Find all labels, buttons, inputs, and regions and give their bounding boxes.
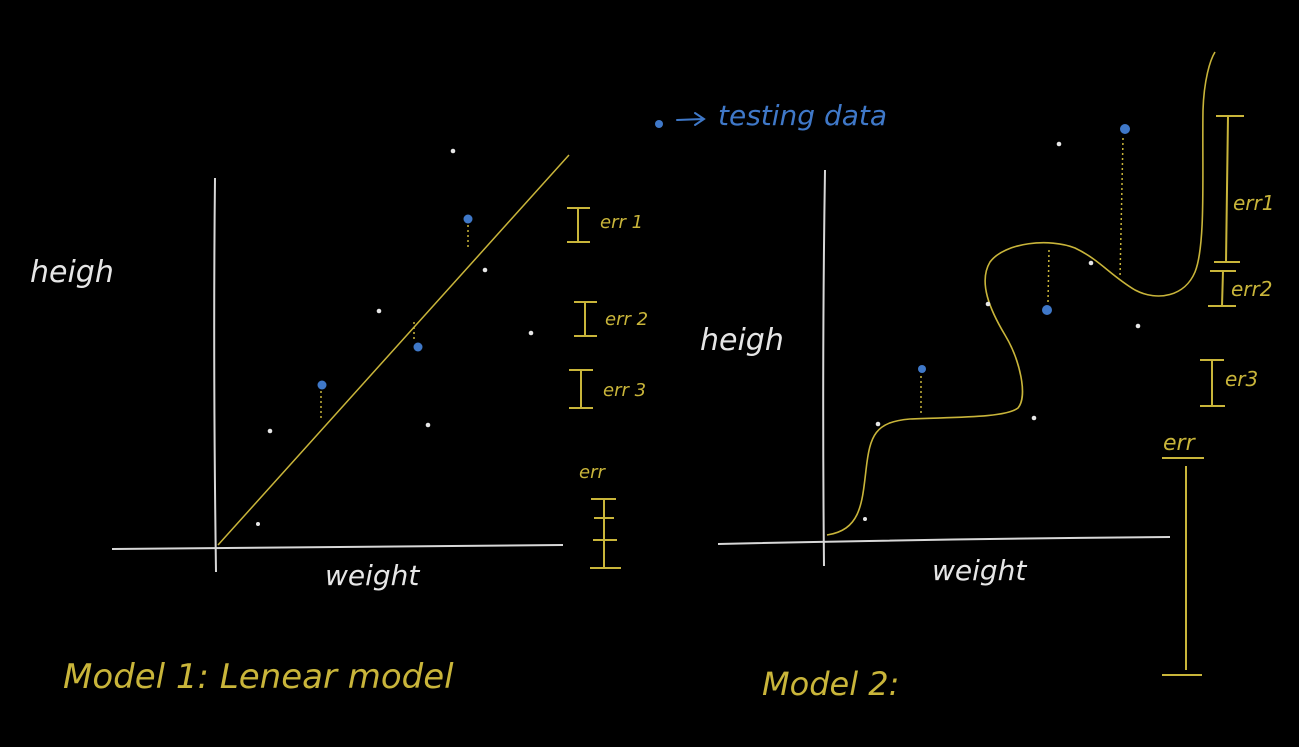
training-point	[875, 421, 881, 427]
training-point	[425, 422, 431, 428]
training-point	[256, 522, 260, 526]
error-bar-2	[1208, 270, 1236, 307]
residual-line	[1119, 137, 1124, 279]
training-point	[528, 330, 534, 336]
left-panel: heigh weight err 1	[30, 148, 648, 697]
testing-point	[918, 365, 926, 373]
right-testing-points	[918, 124, 1130, 413]
right-error-label-2: err2	[1231, 277, 1272, 301]
error-bar-1	[1214, 115, 1244, 263]
left-total-error-bar	[590, 498, 621, 569]
right-x-axis-label: weight	[932, 554, 1027, 587]
training-point	[863, 517, 867, 521]
right-training-points	[863, 141, 1141, 521]
training-point	[376, 308, 382, 314]
training-point	[450, 148, 456, 154]
right-total-error-label: err	[1163, 431, 1197, 456]
right-error-bars	[1200, 115, 1244, 407]
right-total-error-bar	[1162, 457, 1204, 676]
overfit-model-curve	[826, 51, 1216, 536]
left-y-axis-label: heigh	[30, 255, 114, 290]
left-error-label-3: err 3	[603, 380, 646, 401]
training-point	[267, 428, 273, 434]
error-bar-3	[569, 369, 593, 409]
training-point	[1135, 323, 1141, 329]
right-x-axis	[717, 536, 1171, 545]
linear-model-line	[217, 154, 570, 546]
testing-point	[1120, 124, 1130, 134]
left-error-label-2: err 2	[605, 309, 648, 330]
error-bar-3	[1200, 359, 1225, 407]
testing-point	[1042, 305, 1052, 315]
testing-point	[413, 342, 423, 352]
legend: testing data	[655, 99, 887, 132]
right-y-axis-label: heigh	[700, 323, 784, 358]
error-bar-2	[574, 301, 597, 337]
training-point	[985, 301, 991, 307]
legend-testing-label: testing data	[718, 99, 887, 132]
left-y-axis	[213, 177, 217, 573]
error-bar-1	[567, 207, 590, 243]
right-y-axis	[822, 169, 826, 567]
left-error-label-1: err 1	[600, 212, 643, 233]
training-point	[1031, 415, 1037, 421]
left-training-points	[256, 148, 534, 526]
left-testing-points	[317, 214, 473, 420]
legend-arrow-icon	[676, 112, 706, 126]
training-point	[1088, 260, 1094, 266]
left-error-bars	[567, 207, 597, 409]
left-x-axis-label: weight	[325, 559, 420, 592]
testing-point	[317, 380, 327, 390]
training-point	[1056, 141, 1062, 147]
residual-line	[1047, 249, 1050, 303]
testing-point	[463, 214, 473, 224]
left-caption: Model 1: Lenear model	[63, 657, 454, 697]
left-x-axis	[111, 544, 564, 550]
right-error-label-1: err1	[1233, 191, 1274, 215]
left-total-error-label: err	[579, 462, 606, 483]
legend-testing-dot	[655, 120, 663, 128]
right-error-label-3: er3	[1225, 367, 1258, 391]
right-panel: heigh weight err1	[700, 51, 1274, 703]
right-caption: Model 2:	[762, 665, 899, 703]
training-point	[482, 267, 488, 273]
